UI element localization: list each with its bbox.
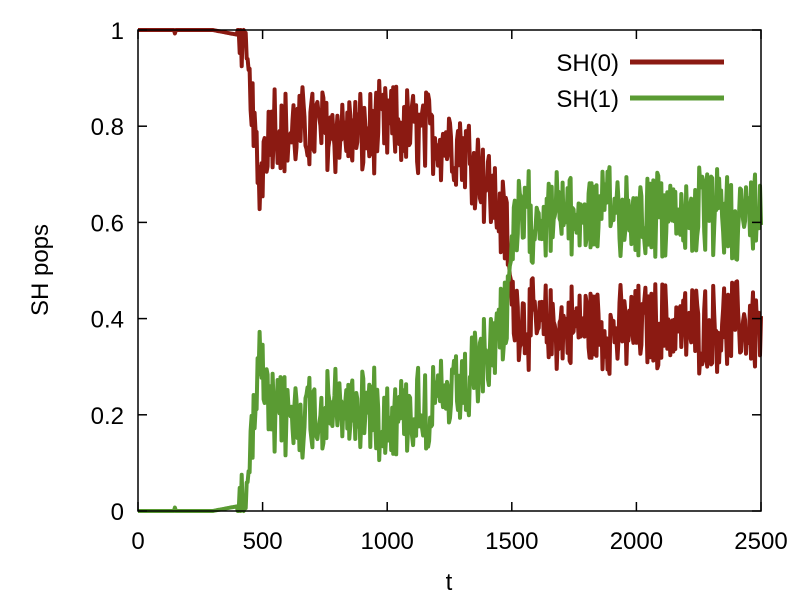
plot-frame xyxy=(137,29,762,512)
x-tick-label: 2000 xyxy=(610,528,663,555)
y-tick-label: 0.4 xyxy=(91,307,124,334)
y-tick-label: 1 xyxy=(111,18,124,45)
y-tick-label: 0 xyxy=(111,499,124,526)
legend-entry: SH(1) xyxy=(556,86,724,113)
plot-lines xyxy=(137,28,763,513)
y-axis-title: SH pops xyxy=(27,224,54,316)
y-tick-label: 0.6 xyxy=(91,210,124,237)
y-tick-label: 0.2 xyxy=(91,403,124,430)
axis-ticks xyxy=(137,29,762,512)
x-tick-label: 1500 xyxy=(485,528,538,555)
legend-label-sh0: SH(0) xyxy=(556,50,619,77)
series-line-sh1 xyxy=(137,165,763,513)
x-tick-label: 0 xyxy=(131,528,144,555)
x-axis-title: t xyxy=(446,569,453,596)
x-tick-label: 1000 xyxy=(361,528,414,555)
series-line-sh0 xyxy=(137,28,763,376)
legend-label-sh1: SH(1) xyxy=(556,86,619,113)
x-tick-label: 500 xyxy=(243,528,283,555)
legend-entry: SH(0) xyxy=(556,50,724,77)
x-tick-labels: 0 500 1000 1500 2000 2500 xyxy=(131,528,787,555)
y-tick-labels: 0 0.2 0.4 0.6 0.8 1 xyxy=(91,18,124,526)
x-tick-label: 2500 xyxy=(734,528,787,555)
y-tick-label: 0.8 xyxy=(91,114,124,141)
legend: SH(0) SH(1) xyxy=(556,50,724,113)
